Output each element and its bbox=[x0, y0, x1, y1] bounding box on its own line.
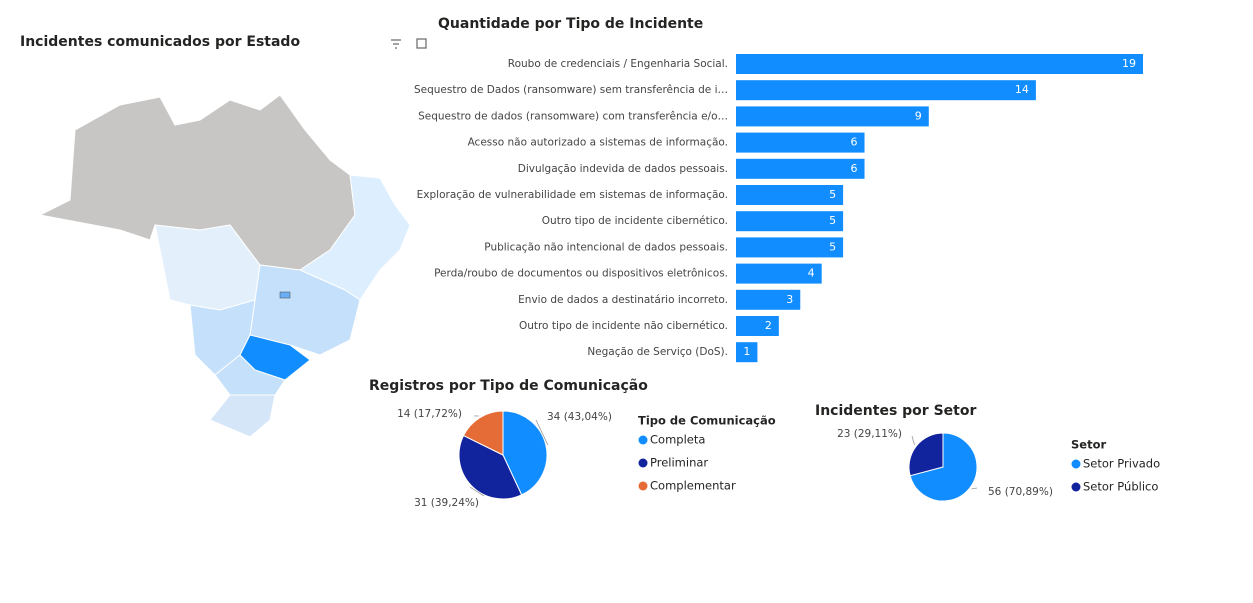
bar bbox=[736, 158, 865, 179]
value-label: 5 bbox=[829, 240, 836, 253]
bar bbox=[736, 289, 801, 310]
state-region bbox=[298, 174, 411, 301]
category-label: Outro tipo de incidente cibernético. bbox=[542, 215, 728, 227]
legend-marker bbox=[638, 435, 648, 445]
filter-icon[interactable] bbox=[391, 39, 401, 49]
category-label: Outro tipo de incidente não cibernético. bbox=[519, 320, 728, 332]
slice-label: 23 (29,11%) bbox=[837, 428, 902, 440]
category-label: Negação de Serviço (DoS). bbox=[587, 346, 728, 358]
slice-label: 34 (43,04%) bbox=[547, 411, 612, 423]
legend-marker bbox=[1071, 459, 1081, 469]
bar bbox=[736, 54, 1143, 74]
state-region bbox=[209, 394, 276, 438]
chart-title: Registros por Tipo de Comunicação bbox=[369, 378, 648, 394]
bar bbox=[736, 80, 1036, 101]
brazil-map bbox=[38, 94, 411, 438]
chart-title: Incidentes comunicados por Estado bbox=[20, 34, 300, 50]
chart-title: Incidentes por Setor bbox=[815, 403, 976, 419]
category-label: Envio de dados a destinatário incorreto. bbox=[518, 294, 728, 306]
slice-label: 31 (39,24%) bbox=[414, 497, 479, 509]
state-region bbox=[279, 291, 291, 299]
category-label: Exploração de vulnerabilidade em sistema… bbox=[417, 189, 728, 201]
leader-line bbox=[911, 435, 915, 446]
value-label: 3 bbox=[786, 293, 793, 306]
legend-label: Complementar bbox=[650, 479, 736, 493]
value-label: 4 bbox=[808, 267, 815, 280]
bar bbox=[736, 342, 758, 363]
value-label: 1 bbox=[743, 345, 750, 358]
pie-slice bbox=[909, 432, 978, 502]
pie-slice bbox=[502, 410, 548, 496]
value-label: 19 bbox=[1122, 57, 1136, 70]
value-label: 5 bbox=[829, 214, 836, 227]
value-label: 6 bbox=[851, 136, 858, 149]
pie-slice bbox=[458, 434, 523, 500]
legend-label: Preliminar bbox=[650, 456, 708, 470]
pie-slice bbox=[908, 432, 944, 477]
focus-icon[interactable] bbox=[416, 38, 427, 49]
chart-title: Quantidade por Tipo de Incidente bbox=[438, 16, 703, 32]
legend-marker bbox=[638, 481, 648, 491]
value-label: 5 bbox=[829, 188, 836, 201]
category-label: Perda/roubo de documentos ou dispositivo… bbox=[434, 268, 728, 280]
bar bbox=[736, 132, 865, 153]
category-label: Sequestro de Dados (ransomware) sem tran… bbox=[414, 84, 728, 96]
bar bbox=[736, 263, 822, 284]
leader-line bbox=[535, 419, 549, 446]
value-label: 2 bbox=[765, 319, 772, 332]
legend-title: Tipo de Comunicação bbox=[638, 414, 776, 428]
bar bbox=[736, 237, 844, 258]
slice-label: 14 (17,72%) bbox=[397, 408, 462, 420]
legend-marker bbox=[638, 458, 648, 468]
bar bbox=[736, 106, 929, 127]
category-label: Roubo de credenciais / Engenharia Social… bbox=[508, 58, 728, 70]
leader-line bbox=[469, 486, 485, 497]
slice-label: 56 (70,89%) bbox=[988, 486, 1053, 498]
legend-marker bbox=[1071, 482, 1081, 492]
category-label: Divulgação indevida de dados pessoais. bbox=[518, 163, 728, 175]
bar bbox=[736, 185, 844, 205]
category-label: Publicação não intencional de dados pess… bbox=[484, 241, 728, 253]
pie-slice bbox=[462, 410, 504, 456]
legend-label: Setor Público bbox=[1083, 480, 1158, 494]
category-label: Sequestro de dados (ransomware) com tran… bbox=[418, 110, 728, 122]
value-label: 9 bbox=[915, 109, 922, 122]
bar bbox=[736, 211, 844, 232]
bar bbox=[736, 316, 779, 336]
leader-line bbox=[971, 487, 978, 490]
legend-label: Setor Privado bbox=[1083, 457, 1160, 471]
legend-title: Setor bbox=[1071, 438, 1106, 452]
legend-label: Completa bbox=[650, 433, 705, 447]
value-label: 6 bbox=[851, 162, 858, 175]
category-label: Acesso não autorizado a sistemas de info… bbox=[468, 137, 728, 149]
value-label: 14 bbox=[1015, 83, 1029, 96]
